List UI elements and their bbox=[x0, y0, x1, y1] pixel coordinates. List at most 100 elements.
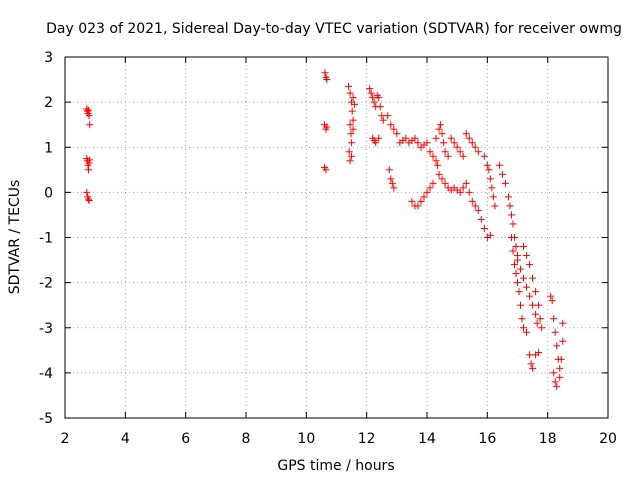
data-point bbox=[462, 130, 470, 138]
data-point bbox=[351, 100, 359, 108]
data-point bbox=[435, 170, 443, 178]
y-tick-label: -4 bbox=[39, 366, 53, 382]
data-point bbox=[456, 148, 464, 156]
data-point bbox=[515, 288, 523, 296]
data-point bbox=[450, 139, 458, 147]
data-point bbox=[423, 188, 431, 196]
data-point bbox=[367, 89, 375, 97]
data-point bbox=[529, 301, 537, 309]
data-point bbox=[529, 364, 537, 372]
x-axis-label: GPS time / hours bbox=[277, 458, 394, 474]
data-point bbox=[85, 106, 93, 114]
data-point bbox=[85, 195, 93, 203]
data-point bbox=[520, 274, 528, 282]
data-point bbox=[349, 116, 357, 124]
data-point bbox=[85, 196, 93, 204]
data-point bbox=[393, 130, 401, 138]
x-tick-label: 4 bbox=[121, 431, 130, 447]
data-point bbox=[532, 288, 540, 296]
data-point bbox=[372, 139, 380, 147]
data-point bbox=[551, 328, 559, 336]
data-point bbox=[523, 328, 531, 336]
data-point bbox=[526, 351, 534, 359]
data-point bbox=[536, 315, 544, 323]
data-point bbox=[471, 143, 479, 151]
data-point bbox=[323, 123, 331, 131]
data-point bbox=[526, 292, 534, 300]
data-point bbox=[429, 179, 437, 187]
data-point bbox=[507, 234, 515, 241]
data-point bbox=[512, 270, 520, 278]
data-point bbox=[509, 247, 517, 255]
data-point bbox=[390, 184, 398, 192]
data-point bbox=[85, 112, 93, 120]
y-tick-label: -3 bbox=[39, 321, 53, 337]
data-point bbox=[527, 360, 535, 368]
data-point bbox=[520, 243, 528, 251]
data-point bbox=[526, 261, 534, 269]
data-point bbox=[514, 256, 521, 264]
data-point bbox=[489, 193, 497, 201]
data-point bbox=[411, 134, 419, 142]
data-point bbox=[501, 179, 509, 187]
data-point bbox=[551, 378, 559, 386]
data-point bbox=[456, 188, 464, 196]
data-point bbox=[85, 159, 93, 167]
y-tick-label: -1 bbox=[39, 231, 53, 247]
x-tick-label: 8 bbox=[242, 431, 251, 447]
y-axis-label: SDTVAR / TECUs bbox=[7, 180, 23, 295]
data-point bbox=[423, 139, 431, 147]
data-point bbox=[520, 324, 528, 332]
data-point bbox=[553, 382, 561, 390]
data-point bbox=[483, 161, 491, 169]
data-point bbox=[385, 166, 393, 174]
data-point bbox=[369, 94, 377, 102]
y-tick-label: -2 bbox=[39, 276, 53, 292]
data-point bbox=[323, 76, 331, 84]
data-point bbox=[550, 369, 558, 377]
data-point bbox=[548, 297, 556, 305]
data-point bbox=[517, 265, 525, 273]
data-point bbox=[440, 139, 448, 147]
x-tick-label: 6 bbox=[181, 431, 190, 447]
data-point bbox=[348, 107, 356, 115]
data-point bbox=[388, 179, 396, 187]
x-tick-label: 16 bbox=[478, 431, 496, 447]
data-point bbox=[429, 152, 437, 160]
data-point bbox=[387, 175, 395, 183]
data-point bbox=[557, 355, 565, 363]
data-point bbox=[384, 112, 392, 120]
data-point bbox=[414, 202, 422, 210]
data-point bbox=[426, 148, 434, 156]
data-point bbox=[512, 243, 520, 251]
data-point bbox=[480, 224, 488, 232]
data-point bbox=[553, 342, 561, 350]
data-point bbox=[504, 193, 512, 201]
data-point bbox=[346, 89, 354, 97]
data-point bbox=[517, 301, 525, 309]
data-point bbox=[438, 175, 446, 183]
axis-ticks bbox=[64, 56, 609, 419]
data-point bbox=[434, 161, 442, 169]
data-point bbox=[523, 283, 531, 291]
data-point bbox=[523, 252, 531, 260]
data-point bbox=[547, 292, 555, 300]
data-point bbox=[379, 116, 387, 124]
data-point bbox=[468, 139, 476, 147]
data-point bbox=[486, 175, 494, 183]
data-point bbox=[348, 139, 356, 147]
data-point bbox=[408, 197, 416, 205]
data-point bbox=[375, 134, 383, 142]
data-point bbox=[390, 125, 398, 133]
data-point bbox=[533, 319, 541, 327]
data-point bbox=[349, 125, 357, 133]
data-point bbox=[486, 231, 494, 239]
data-point bbox=[402, 134, 410, 142]
data-point bbox=[387, 121, 395, 129]
data-point bbox=[86, 121, 94, 129]
data-point bbox=[532, 310, 540, 318]
data-point bbox=[474, 206, 482, 214]
y-tick-label: 3 bbox=[44, 50, 53, 66]
data-point bbox=[453, 143, 461, 151]
